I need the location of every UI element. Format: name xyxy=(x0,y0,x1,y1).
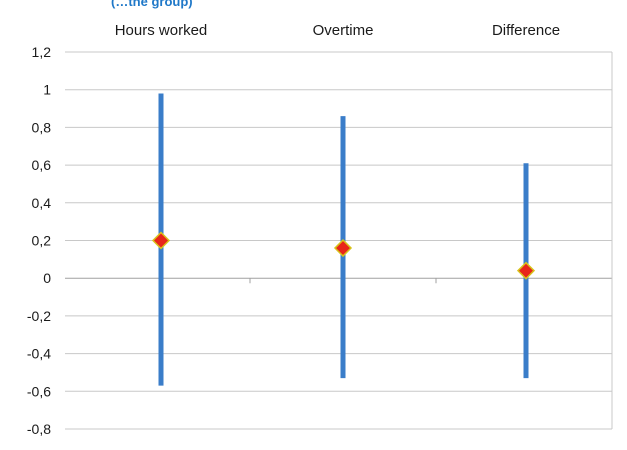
y-tick-label: 0,6 xyxy=(32,157,52,173)
point-marker xyxy=(516,261,536,280)
y-tick-label: 0,2 xyxy=(32,233,52,249)
y-tick-labels: 1,2 1 0,8 0,6 0,4 0,2 0 -0,2 -0,4 -0,6 -0,8 xyxy=(27,44,51,437)
category-label: Difference xyxy=(492,22,560,39)
point-marker xyxy=(333,238,353,258)
y-tick-label: -0,4 xyxy=(27,346,51,362)
category-labels: Hours worked Overtime Difference xyxy=(115,22,560,39)
category-label: Overtime xyxy=(313,22,374,39)
y-tick-label: 1,2 xyxy=(32,44,52,60)
grid-lines xyxy=(65,51,613,430)
point-marker xyxy=(151,231,171,250)
y-tick-label: 0,8 xyxy=(32,119,52,135)
y-tick-label: 0,4 xyxy=(32,195,52,211)
y-tick-label: 0 xyxy=(43,270,51,286)
y-tick-label: -0,8 xyxy=(27,421,51,437)
y-tick-label: -0,2 xyxy=(27,308,51,324)
y-tick-label: -0,6 xyxy=(27,383,51,399)
y-tick-label: 1 xyxy=(43,82,51,98)
partial-title: (…the group) xyxy=(111,0,193,9)
category-label: Hours worked xyxy=(115,22,208,39)
point-markers xyxy=(151,231,536,280)
